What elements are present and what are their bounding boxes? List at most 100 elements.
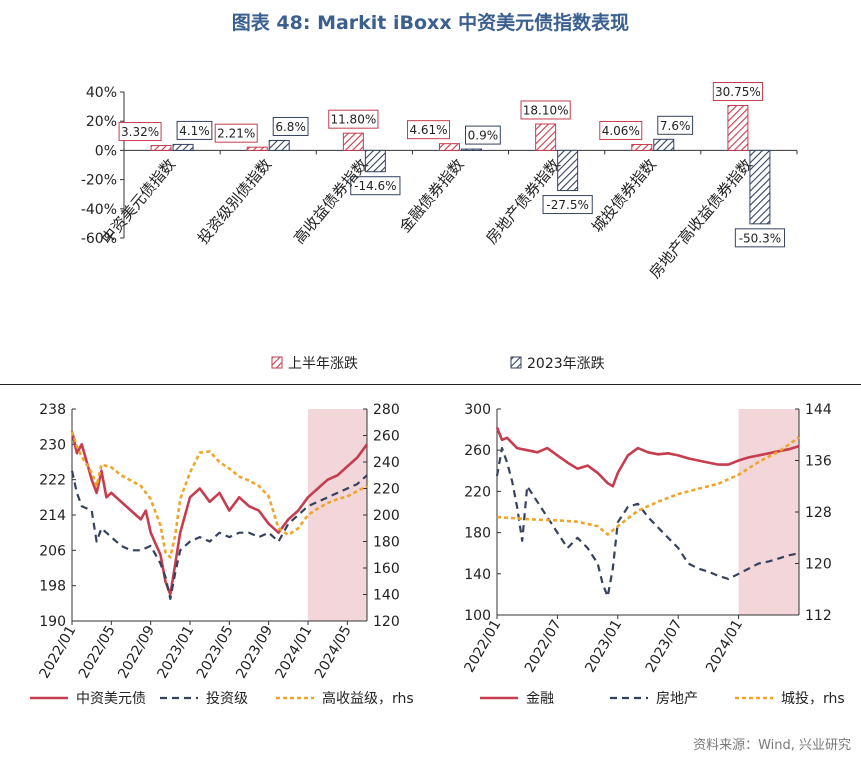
right-tick-label: 180 (373, 535, 400, 551)
x-tick-label: 2022/09 (115, 623, 158, 681)
highlight-region (738, 409, 799, 615)
left-tick-label: 190 (39, 614, 66, 630)
data-label-box (465, 125, 501, 145)
bar-h1 (631, 143, 653, 151)
data-label-box (734, 228, 786, 248)
legend-label: 中资美元债 (76, 691, 146, 707)
legend-label: 2023年涨跌 (527, 356, 605, 372)
bar-h1 (150, 145, 172, 151)
bar-h1 (246, 146, 268, 151)
section-divider (0, 384, 861, 385)
data-label: 30.75% (715, 85, 761, 99)
right-tick-label: 280 (373, 402, 400, 418)
x-tick-label: 2022/07 (522, 617, 565, 675)
bar-2023 (461, 148, 482, 151)
bar-y-tick-label: -60% (81, 231, 117, 247)
right-tick-label: 128 (805, 505, 832, 521)
legend-swatch (271, 356, 283, 369)
data-label-box (272, 116, 309, 136)
bar-y-tick-label: -20% (81, 173, 117, 189)
series-line-dashed (70, 470, 368, 601)
data-label: 18.10% (523, 103, 569, 117)
bar-2023 (653, 138, 675, 151)
right-tick-label: 136 (805, 454, 832, 470)
left-tick-label: 100 (464, 608, 491, 624)
data-label: -27.5% (546, 198, 588, 212)
category-label: 金融债券指数 (396, 155, 468, 236)
right-tick-label: 220 (373, 482, 400, 498)
category-label: 高收益债券指数 (290, 155, 371, 247)
data-label-box (350, 176, 401, 196)
x-tick-label: 2022/01 (462, 617, 505, 675)
data-label-box (520, 100, 571, 120)
series-line-solid (70, 430, 369, 596)
data-label: 4.61% (409, 123, 447, 137)
category-label: 房地产高收益债券指数 (646, 155, 756, 281)
series-line-dotted (496, 436, 800, 536)
bar-2023 (268, 139, 290, 151)
data-label: 0.9% (468, 129, 499, 143)
left-tick-label: 206 (39, 543, 66, 559)
data-label: -14.6% (354, 179, 396, 193)
left-tick-label: 180 (464, 526, 491, 542)
right-tick-label: 140 (373, 588, 400, 604)
data-label: 4.1% (179, 124, 210, 138)
left-tick-label: 260 (464, 443, 491, 459)
bar-chart: 40%20%0%-20%-40%-60%3.32% 4.1%中资美元债指数2.21… (81, 82, 798, 372)
series-line-solid (495, 427, 800, 488)
bar-h1 (439, 143, 460, 151)
x-tick-label: 2023/01 (155, 623, 198, 681)
left-tick-label: 230 (39, 437, 66, 453)
line-chart-right: 300 260 220 180 140 100 144 136 128 120 112 2022/01… (462, 402, 845, 707)
data-label: -50.3% (739, 231, 781, 245)
x-tick-label: 2023/07 (643, 617, 686, 675)
data-label-box (407, 120, 450, 140)
bar-2023 (557, 149, 579, 192)
data-label: 11.80% (330, 113, 376, 127)
line-chart-left: 238 230 222 214 206 198 190 280 260 240 220 200 180 1… (30, 402, 414, 707)
x-tick-label: 2024/01 (273, 623, 316, 681)
data-label-box (599, 120, 643, 140)
bar-h1 (342, 132, 364, 151)
left-tick-label: 220 (464, 484, 491, 500)
x-tick-label: 2024/01 (703, 617, 746, 675)
legend-label: 高收益级，rhs (322, 690, 414, 707)
series-line-dotted (70, 431, 368, 559)
bar-h1 (535, 123, 557, 151)
x-tick-label: 2022/05 (76, 623, 119, 681)
legend-swatch (510, 356, 522, 369)
bar-2023 (364, 149, 386, 173)
data-label: 6.8% (275, 120, 306, 134)
highlight-region (308, 409, 367, 621)
bar-y-tick-label: 0% (95, 143, 117, 159)
bar-y-tick-label: 40% (86, 85, 117, 101)
legend-label: 城投，rhs (781, 691, 845, 707)
bar-h1 (727, 105, 749, 151)
left-tick-label: 238 (39, 402, 66, 418)
right-tick-label: 200 (373, 508, 400, 524)
data-label-box (328, 109, 379, 129)
left-tick-label: 222 (39, 473, 66, 489)
x-tick-label: 2024/05 (312, 623, 355, 681)
right-tick-label: 160 (373, 561, 400, 577)
left-tick-label: 214 (39, 508, 66, 524)
x-tick-label: 2023/01 (582, 617, 625, 675)
source-note: 资料来源：Wind, 兴业研究 (693, 738, 851, 753)
legend-label: 金融 (526, 691, 554, 707)
left-tick-label: 300 (464, 402, 491, 418)
data-label-box (542, 195, 593, 215)
series-line-dashed (495, 447, 800, 598)
right-tick-label: 240 (373, 455, 400, 471)
x-tick-label: 2022/01 (37, 623, 80, 681)
bar-2023 (172, 143, 194, 151)
right-tick-label: 120 (805, 557, 832, 573)
x-tick-label: 2023/09 (233, 623, 276, 681)
left-tick-label: 198 (39, 579, 66, 595)
bar-y-tick-label: 20% (86, 114, 117, 130)
data-label-box (657, 115, 694, 135)
data-label-box (118, 122, 162, 142)
data-label-box (214, 123, 258, 143)
data-label: 7.6% (660, 119, 691, 133)
legend-label: 房地产 (656, 691, 698, 707)
